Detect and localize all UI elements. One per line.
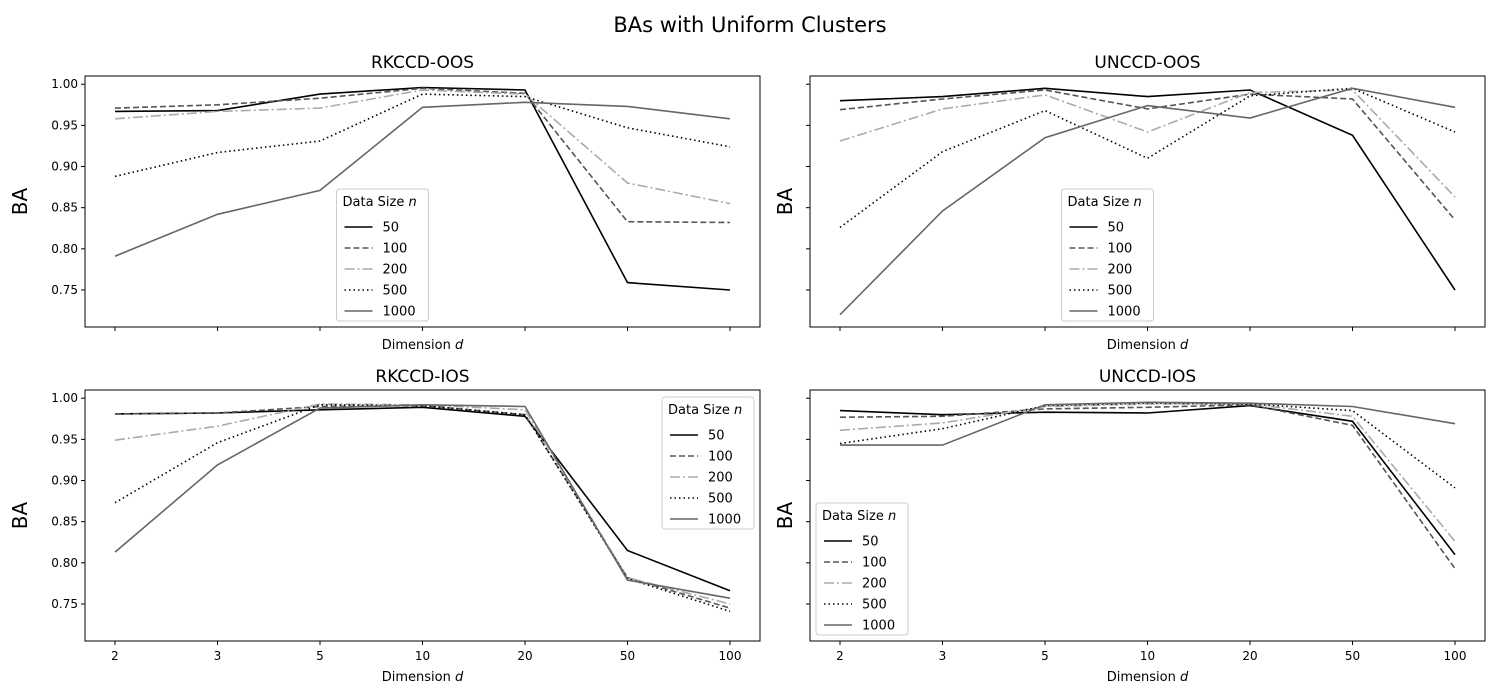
legend-entry-label: 1000 (708, 513, 741, 528)
series-line-100 (114, 87, 731, 224)
series-line-500 (839, 87, 1456, 229)
series-line-100 (839, 89, 1456, 221)
legend-title: Data Size n (343, 195, 417, 210)
series-line-50 (839, 87, 1456, 291)
x-axis-label: Dimension d (382, 338, 464, 353)
y-tick-label: 0.85 (51, 515, 78, 529)
legend-entry-label: 500 (708, 492, 733, 507)
x-axis-label: Dimension d (1107, 670, 1189, 685)
series-line-200 (114, 403, 731, 605)
legend-entry-label: 100 (708, 450, 733, 465)
legend: Data Size n 50 100 200 500 1000 (815, 502, 909, 636)
x-tick-label: 50 (620, 649, 635, 663)
x-tick-label: 20 (517, 649, 532, 663)
x-tick-label: 5 (1041, 649, 1049, 663)
legend-entry-label: 200 (1108, 263, 1133, 278)
series-line-500 (114, 93, 731, 178)
legend-entry-label: 500 (383, 284, 408, 299)
subplot-1: UNCCD-OOS Dimension d BA Data Size n 50 100 20… (773, 53, 1486, 353)
y-axis-label: BA (773, 187, 797, 215)
legend-box (661, 396, 755, 530)
plot-frame (84, 389, 761, 642)
x-axis-label: Dimension d (382, 670, 464, 685)
series-line-100 (839, 403, 1456, 570)
series-line-200 (839, 89, 1456, 198)
series-line-200 (839, 403, 1456, 542)
x-tick-label: 100 (1444, 649, 1467, 663)
x-tick-label: 5 (316, 649, 324, 663)
series-line-500 (839, 402, 1456, 489)
x-tick-label: 3 (214, 649, 222, 663)
legend-entry-label: 100 (1108, 242, 1133, 257)
legend-title: Data Size n (822, 509, 896, 524)
series-line-1000 (839, 87, 1456, 316)
x-tick-label: 2 (111, 649, 119, 663)
legend-entry-label: 1000 (862, 619, 895, 634)
plot-frame (84, 75, 761, 328)
legend-title: Data Size n (1068, 195, 1142, 210)
series-line-200 (114, 89, 731, 205)
subplot-title: UNCCD-OOS (1094, 53, 1200, 73)
legend-box (336, 188, 429, 322)
y-axis-label: BA (8, 501, 32, 529)
subplot-title: RKCCD-IOS (375, 367, 469, 387)
y-tick-label: 0.90 (51, 160, 78, 174)
y-tick-label: 0.75 (51, 597, 78, 611)
subplot-3: UNCCD-IOS 2 3 5 10 20 50 100 Dimension d BA Data S… (773, 367, 1486, 685)
x-axis-label: Dimension d (1107, 338, 1189, 353)
subplot-0: RKCCD-OOS 0.75 0.80 0.85 0.90 0.95 1.00 Dimensi… (8, 53, 761, 353)
y-tick-label: 0.80 (51, 242, 78, 256)
series-line-500 (114, 403, 731, 613)
figure-title: BAs with Uniform Clusters (613, 13, 886, 37)
plot-frame (809, 389, 1486, 642)
y-axis-label: BA (773, 501, 797, 529)
legend-entry-label: 1000 (1108, 305, 1141, 320)
legend-entry-label: 500 (862, 598, 887, 613)
legend: Data Size n 50 100 200 500 1000 (661, 396, 755, 530)
x-tick-label: 10 (1140, 649, 1155, 663)
legend-entry-label: 100 (862, 556, 887, 571)
legend-entry-label: 50 (1108, 221, 1125, 236)
legend-entry-label: 200 (708, 471, 733, 486)
series-line-100 (114, 404, 731, 609)
subplot-2: RKCCD-IOS 0.75 0.80 0.85 0.90 0.95 1.00 2 3 5 10 20… (8, 367, 761, 685)
y-tick-label: 0.95 (51, 118, 78, 132)
y-tick-label: 1.00 (51, 77, 78, 91)
y-tick-label: 1.00 (51, 391, 78, 405)
legend-entry-label: 50 (708, 429, 725, 444)
series-line-50 (114, 406, 731, 592)
y-tick-label: 0.75 (51, 283, 78, 297)
series-line-1000 (840, 401, 1456, 446)
series-line-50 (839, 404, 1456, 556)
x-tick-label: 50 (1345, 649, 1360, 663)
legend-entry-label: 1000 (383, 305, 416, 320)
legend-box (1061, 188, 1154, 322)
subplot-title: RKCCD-OOS (371, 53, 474, 73)
series-line-1000 (114, 101, 731, 257)
legend-box (815, 502, 909, 636)
x-tick-label: 2 (836, 649, 844, 663)
legend-entry-label: 200 (862, 577, 887, 592)
legend-title: Data Size n (668, 403, 742, 418)
legend: Data Size n 50 100 200 500 1000 (336, 188, 429, 322)
y-tick-label: 0.80 (51, 556, 78, 570)
legend-entry-label: 100 (383, 242, 408, 257)
legend-entry-label: 500 (1108, 284, 1133, 299)
x-tick-label: 3 (939, 649, 947, 663)
y-axis-label: BA (8, 187, 32, 215)
legend-entry-label: 200 (383, 263, 408, 278)
plot-frame (809, 75, 1486, 328)
legend-entry-label: 50 (383, 221, 400, 236)
y-tick-label: 0.85 (51, 201, 78, 215)
y-tick-label: 0.90 (51, 474, 78, 488)
x-tick-label: 20 (1242, 649, 1257, 663)
y-tick-label: 0.95 (51, 432, 78, 446)
subplot-title: UNCCD-IOS (1099, 367, 1196, 387)
legend-entry-label: 50 (862, 535, 879, 550)
legend: Data Size n 50 100 200 500 1000 (1061, 188, 1154, 322)
x-tick-label: 100 (719, 649, 742, 663)
x-tick-label: 10 (415, 649, 430, 663)
series-line-1000 (114, 403, 731, 599)
